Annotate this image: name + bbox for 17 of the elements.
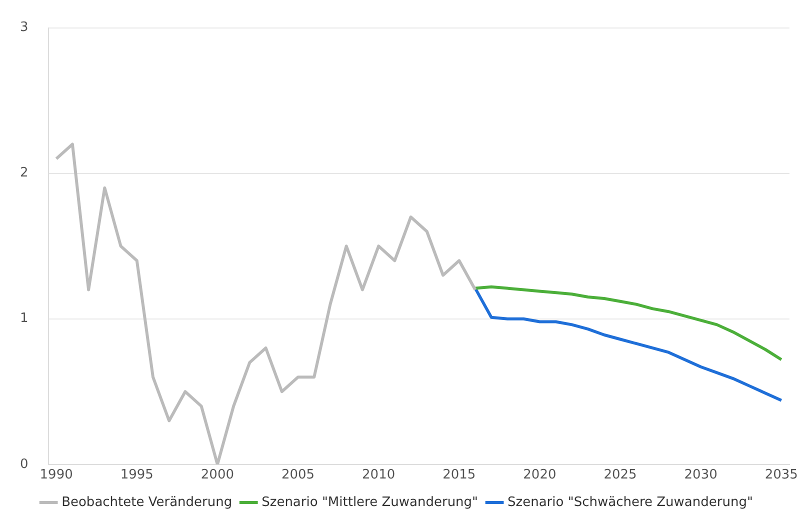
- x-tick-label: 2010: [362, 468, 396, 483]
- y-tick-label: 1: [20, 311, 28, 326]
- x-tick-label: 2035: [764, 468, 798, 483]
- x-tick-label: 2025: [604, 468, 637, 483]
- y-tick-label: 2: [20, 166, 28, 181]
- x-tick-label: 1990: [40, 468, 73, 483]
- legend-label: Beobachtete Veränderung: [62, 494, 232, 510]
- x-tick-label: 2015: [442, 468, 476, 483]
- x-tick-label: 2000: [200, 468, 234, 483]
- legend-label: Szenario "Schwächere Zuwanderung": [508, 494, 753, 510]
- legend-label: Szenario "Mittlere Zuwanderung": [262, 494, 478, 510]
- x-tick-label: 2005: [281, 468, 315, 483]
- y-tick-label: 3: [20, 20, 28, 36]
- x-tick-label: 2030: [684, 468, 718, 483]
- x-tick-label: 2020: [523, 468, 556, 483]
- x-tick-label: 1995: [120, 468, 154, 483]
- y-tick-label: 0: [20, 456, 28, 472]
